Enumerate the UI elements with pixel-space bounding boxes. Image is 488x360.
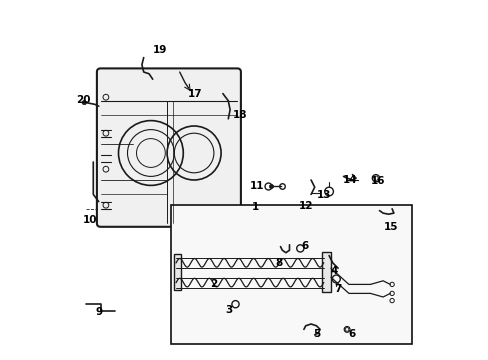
Text: 19: 19 <box>152 45 167 55</box>
Text: 8: 8 <box>275 258 283 268</box>
Text: 14: 14 <box>342 175 357 185</box>
Text: 17: 17 <box>187 89 202 99</box>
Text: 1: 1 <box>251 202 258 212</box>
Text: 15: 15 <box>383 222 397 232</box>
Text: 10: 10 <box>83 215 98 225</box>
Text: 18: 18 <box>232 110 247 120</box>
Bar <box>174 254 181 290</box>
Text: 2: 2 <box>210 279 217 289</box>
Text: 4: 4 <box>330 266 338 276</box>
Text: 13: 13 <box>317 190 331 200</box>
Text: 16: 16 <box>370 176 384 186</box>
Text: 11: 11 <box>249 181 264 191</box>
Bar <box>321 252 330 292</box>
Text: 6: 6 <box>301 240 308 251</box>
Text: 3: 3 <box>225 305 232 315</box>
Text: 7: 7 <box>334 284 341 294</box>
Text: 12: 12 <box>299 201 313 211</box>
Text: 6: 6 <box>348 329 355 339</box>
FancyBboxPatch shape <box>97 68 241 227</box>
Text: 9: 9 <box>95 307 102 318</box>
Text: 20: 20 <box>76 95 90 105</box>
Circle shape <box>82 100 86 105</box>
Text: 5: 5 <box>312 329 320 339</box>
Bar <box>170 205 411 344</box>
